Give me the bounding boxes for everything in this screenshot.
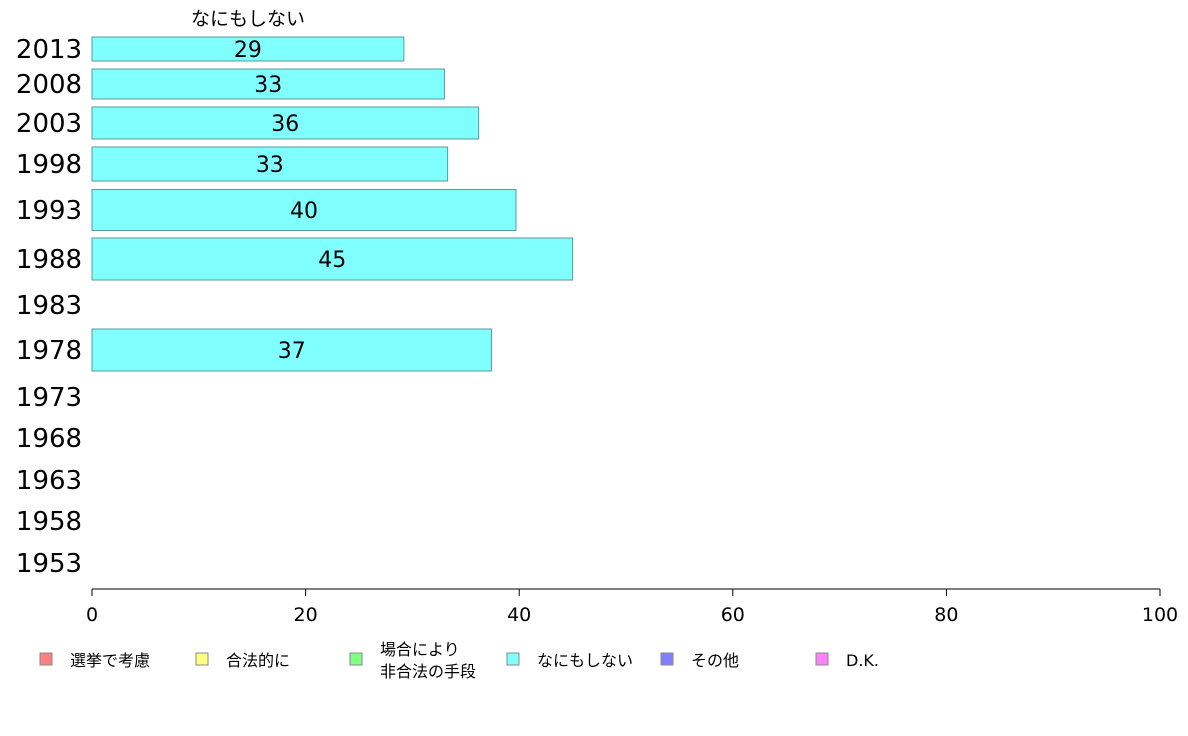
x-tick-label-0: 0 [86,604,98,626]
legend-label-3: なにもしない [537,651,633,670]
bar-1998 [91,146,449,182]
year-label-1973: 1973 [16,383,82,413]
bar-2003 [91,106,480,140]
legend-label-4: その他 [691,651,739,670]
x-tick-label-100: 100 [1142,604,1178,626]
year-label-2013: 2013 [16,35,82,65]
x-tick-label-80: 80 [934,604,958,626]
bar-1993 [91,189,517,231]
legend-swatch-4 [660,652,674,666]
year-label-1998: 1998 [16,150,82,180]
bar-1988 [91,237,574,281]
legend-swatch-3 [506,652,520,666]
x-tick-label-20: 20 [294,604,318,626]
x-tick-label-40: 40 [507,604,531,626]
legend-label-1: 合法的に [226,651,290,670]
bar-label-2013: 29 [234,38,262,63]
bar-label-1998: 33 [256,153,284,178]
year-label-2003: 2003 [16,109,82,139]
legend-swatch-0 [39,652,53,666]
legend-label-2-line-1: 非合法の手段 [380,662,476,681]
bar-2008 [91,68,445,100]
year-label-1993: 1993 [16,196,82,226]
bar-label-1988: 45 [318,248,346,273]
year-label-2008: 2008 [16,70,82,100]
bar-1978 [91,328,492,372]
legend-label-0: 選挙で考慮 [70,651,150,670]
year-label-1953: 1953 [16,549,82,579]
x-tick-label-60: 60 [721,604,745,626]
bar-label-2003: 36 [271,112,299,137]
legend-swatch-2 [349,652,363,666]
year-label-1968: 1968 [16,424,82,454]
bar-label-2008: 33 [254,73,282,98]
year-label-1958: 1958 [16,507,82,537]
series-title: なにもしない [191,8,305,30]
year-label-1963: 1963 [16,466,82,496]
legend-label-2-line-0: 場合により [380,640,460,659]
bar-label-1978: 37 [278,339,306,364]
legend-swatch-1 [195,652,209,666]
year-labels: 2013 2008 2003 1998 1993 1988 1983 1978 1973 1968… [16,35,82,579]
bar-2013 [91,36,405,62]
x-axis: 0 20 40 60 80 100 [86,588,1178,626]
year-label-1978: 1978 [16,336,82,366]
legend-swatch-5 [815,652,829,666]
year-label-1988: 1988 [16,245,82,275]
legend-label-5: D.K. [846,651,879,670]
year-label-1983: 1983 [16,291,82,321]
bar-label-1993: 40 [290,199,318,224]
